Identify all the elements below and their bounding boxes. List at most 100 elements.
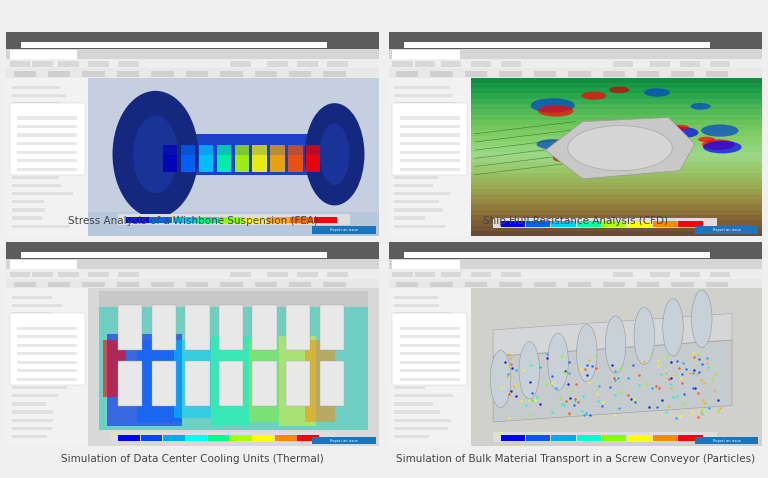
Bar xyxy=(471,178,762,183)
Bar xyxy=(18,159,77,162)
Point xyxy=(687,353,700,360)
Bar xyxy=(18,335,77,338)
Bar xyxy=(151,282,174,287)
Bar xyxy=(465,71,488,76)
Bar xyxy=(400,335,459,338)
Ellipse shape xyxy=(113,91,198,217)
Point xyxy=(525,361,538,369)
Point xyxy=(558,402,571,409)
Bar xyxy=(441,61,462,67)
Bar xyxy=(253,360,276,405)
Bar xyxy=(403,252,710,259)
Point xyxy=(584,411,597,419)
Bar xyxy=(695,436,758,445)
Point xyxy=(568,395,581,402)
Bar xyxy=(118,360,142,405)
Bar xyxy=(471,109,762,115)
Bar xyxy=(163,155,177,172)
Bar xyxy=(327,272,348,277)
Ellipse shape xyxy=(611,136,641,146)
Bar xyxy=(12,353,70,357)
Ellipse shape xyxy=(538,105,574,117)
Point xyxy=(558,368,570,376)
Bar xyxy=(18,125,77,128)
Point xyxy=(609,391,621,399)
Bar xyxy=(118,272,139,277)
Bar xyxy=(288,145,303,155)
Bar xyxy=(577,221,601,227)
Point xyxy=(510,366,522,374)
Bar xyxy=(501,61,521,67)
Bar xyxy=(253,305,276,350)
Bar xyxy=(180,155,195,172)
Point xyxy=(696,405,708,413)
Bar xyxy=(18,142,77,145)
Bar xyxy=(471,210,762,215)
Point xyxy=(661,352,674,359)
Point xyxy=(675,374,687,382)
Point xyxy=(701,354,713,362)
Point xyxy=(690,370,703,378)
Point xyxy=(568,401,580,409)
Bar xyxy=(603,282,625,287)
Bar xyxy=(671,71,694,76)
Point xyxy=(633,381,645,389)
Bar xyxy=(627,435,652,441)
Bar xyxy=(695,226,758,234)
Bar xyxy=(392,272,413,277)
Point xyxy=(518,366,530,374)
Point xyxy=(508,383,521,391)
Bar xyxy=(18,151,77,153)
Bar xyxy=(394,200,439,204)
Bar xyxy=(471,141,762,146)
Point xyxy=(575,365,588,372)
Bar xyxy=(286,305,310,350)
Point xyxy=(622,374,634,382)
Bar xyxy=(217,155,231,172)
Bar xyxy=(394,94,453,97)
Bar xyxy=(400,133,459,137)
Bar xyxy=(253,155,266,172)
Bar xyxy=(637,71,660,76)
Point xyxy=(505,360,517,368)
Point xyxy=(702,363,714,371)
Bar xyxy=(394,402,433,405)
Bar xyxy=(12,296,52,299)
Bar xyxy=(471,167,762,173)
Bar xyxy=(18,369,77,372)
Bar xyxy=(501,221,525,227)
Point xyxy=(670,392,683,400)
Bar xyxy=(400,151,459,153)
Text: Report an issue: Report an issue xyxy=(330,228,358,232)
Bar xyxy=(389,77,471,236)
Point xyxy=(671,358,684,365)
Point xyxy=(556,400,568,407)
Bar xyxy=(152,360,176,405)
Bar xyxy=(394,427,449,430)
Ellipse shape xyxy=(605,316,626,373)
Bar xyxy=(394,110,451,113)
Bar xyxy=(602,435,627,441)
Bar xyxy=(501,272,521,277)
Bar xyxy=(394,175,438,179)
Bar xyxy=(118,61,139,67)
Point xyxy=(697,396,710,404)
Bar xyxy=(12,143,71,146)
Bar xyxy=(211,336,249,426)
Bar xyxy=(230,61,250,67)
Bar xyxy=(6,288,88,446)
Bar xyxy=(12,86,60,89)
Bar xyxy=(217,145,231,155)
Bar xyxy=(155,134,335,175)
Bar xyxy=(12,361,46,365)
Bar xyxy=(319,305,344,350)
Bar xyxy=(289,282,311,287)
Point xyxy=(525,411,537,419)
Bar xyxy=(706,282,728,287)
Bar xyxy=(18,378,77,381)
Point xyxy=(523,396,535,404)
Point xyxy=(499,358,511,366)
Bar xyxy=(12,427,51,430)
Bar xyxy=(117,71,139,76)
Point xyxy=(502,390,515,398)
